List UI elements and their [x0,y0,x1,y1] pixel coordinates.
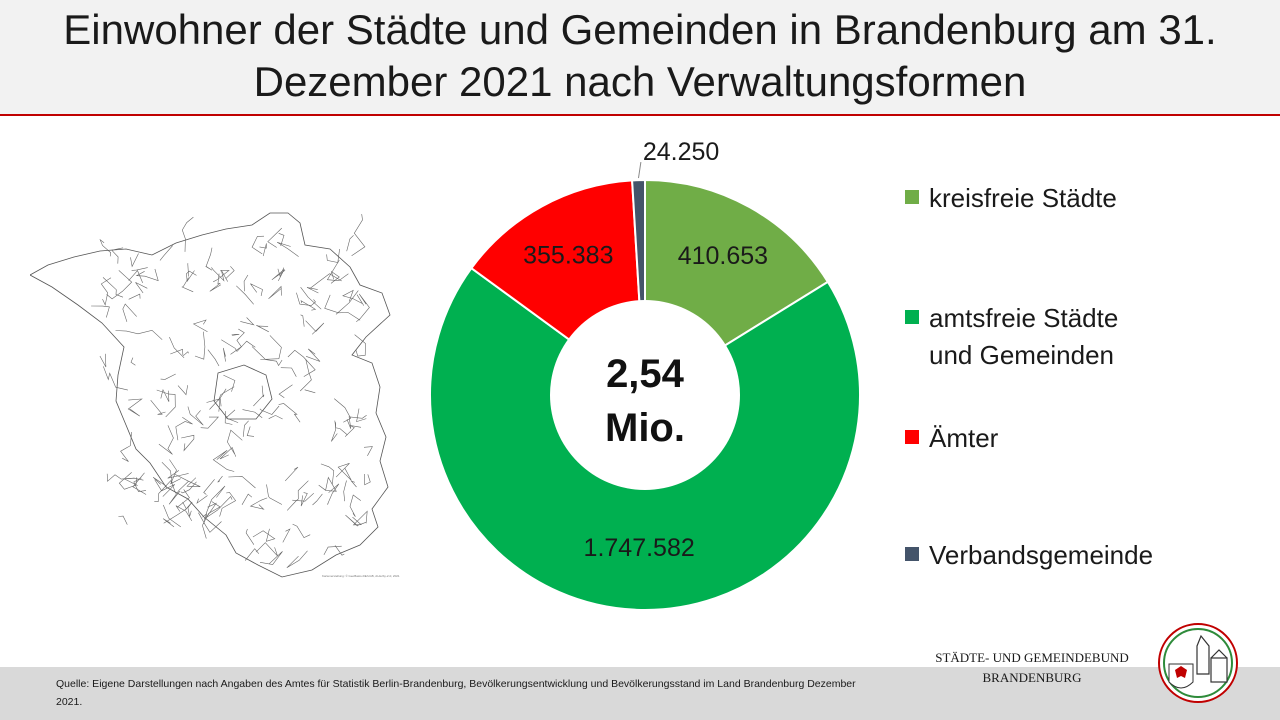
legend-item: kreisfreie Städte [905,180,1117,217]
legend-swatch [905,190,919,204]
legend-item: Ämter [905,420,998,457]
organization-name-line2: BRANDENBURG [982,670,1082,685]
donut-hole [550,300,740,490]
legend-swatch [905,547,919,561]
legend-label: kreisfreie Städte [929,183,1117,213]
legend-label: amtsfreie Städte und Gemeinden [929,303,1119,370]
footer-bar: Quelle: Eigene Darstellungen nach Angabe… [0,667,1280,720]
organization-emblem-icon [1158,623,1238,703]
brandenburg-municipality-map [30,212,391,578]
legend-item: amtsfreie Städte und Gemeinden [905,300,1118,374]
center-total-label: 2,54 [606,352,685,396]
data-label-leader [637,162,642,179]
organization-name-line1: STÄDTE- UND GEMEINDEBUND [935,650,1129,665]
map-outline [30,212,391,578]
legend-label: Ämter [929,423,999,453]
map-caption: Kartenerstellung: © GeoBasis-DE/LGB, dl-… [322,574,400,578]
data-label: 355.383 [523,242,613,270]
donut-chart: 410.653 1.747.582 355.383 24.250 2,54 Mio. [429,138,861,611]
legend-item: Verbandsgemeinde [905,537,1153,574]
municipality-boundaries [91,214,373,569]
organization-name: STÄDTE- UND GEMEINDEBUND BRANDENBURG [912,648,1152,688]
berlin-hole [213,364,273,420]
center-total-label: Mio. [605,406,685,450]
legend-swatch [905,430,919,444]
legend-swatch [905,310,919,324]
data-label: 410.653 [678,242,768,270]
source-note: Quelle: Eigene Darstellungen nach Angabe… [56,678,856,708]
legend-label: Verbandsgemeinde [929,540,1154,570]
data-label: 1.747.582 [584,534,695,562]
page-title: Einwohner der Städte und Gemeinden in Br… [63,6,1217,105]
header-bar: Einwohner der Städte und Gemeinden in Br… [0,0,1280,116]
data-label: 24.250 [643,138,719,166]
